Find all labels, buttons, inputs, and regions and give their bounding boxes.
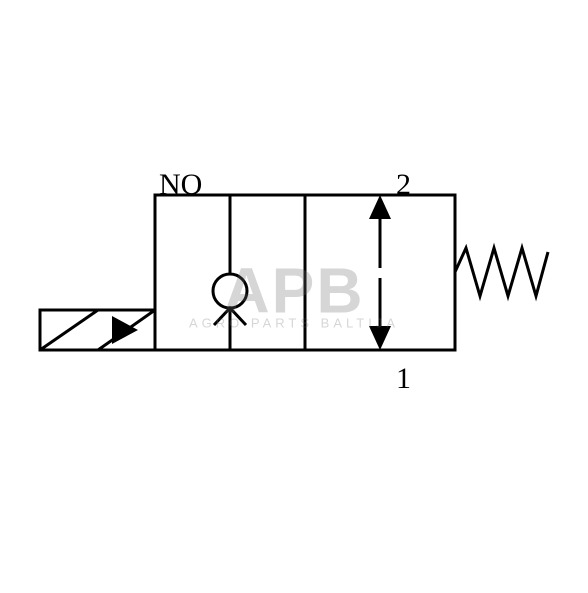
valve-schematic [0,0,588,588]
diagram-canvas: NO 2 1 APB AGRO PARTS BALTIJA [0,0,588,588]
label-port-2: 2 [396,168,411,202]
label-port-1: 1 [396,362,411,396]
label-no: NO [159,168,202,202]
